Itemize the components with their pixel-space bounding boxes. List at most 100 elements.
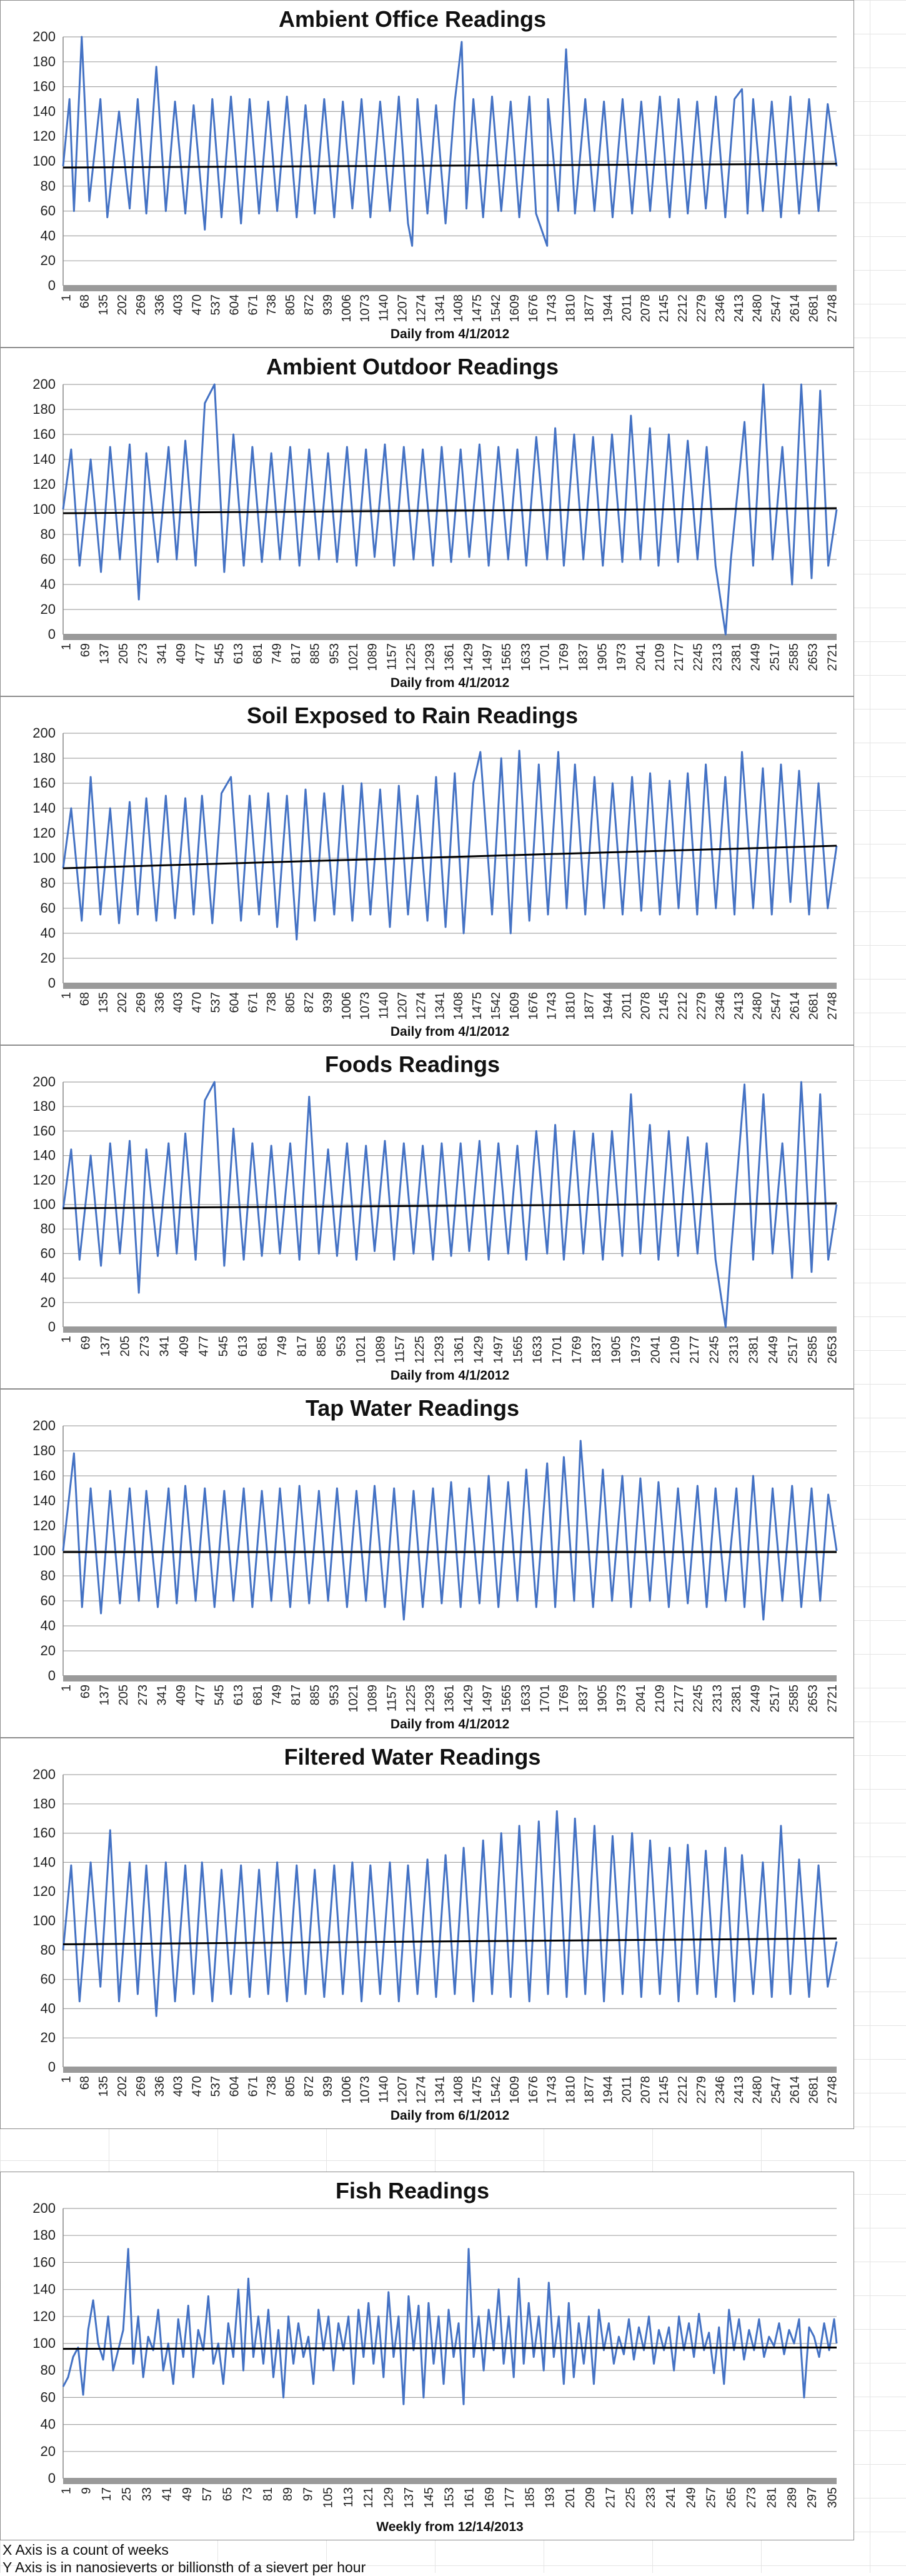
- x-tick-label: 604: [227, 992, 241, 1013]
- x-tick-label: 145: [422, 2487, 436, 2508]
- x-tick-label: 738: [265, 992, 279, 1013]
- x-tick-label: 2212: [676, 2076, 690, 2104]
- x-tick-label: 341: [156, 1685, 169, 1705]
- y-tick-label: 200: [32, 29, 56, 44]
- x-tick-label: 2245: [692, 1685, 705, 1713]
- x-tick-label: 1810: [564, 992, 578, 1020]
- x-tick-label: 205: [117, 1685, 131, 1705]
- x-tick-label: 1006: [340, 992, 354, 1020]
- x-tick-label: 1429: [462, 643, 475, 671]
- x-tick-label: 537: [209, 2076, 223, 2097]
- x-tick-label: 613: [232, 643, 246, 664]
- chart-title: Ambient Outdoor Readings: [266, 354, 559, 379]
- x-tick-label: 2313: [710, 643, 724, 671]
- x-tick-label: 1810: [564, 294, 578, 323]
- x-tick-label: 1633: [519, 1685, 533, 1713]
- x-tick-label: 2614: [788, 294, 802, 323]
- y-tick-label: 20: [41, 601, 56, 617]
- x-tick-label: 613: [232, 1685, 246, 1705]
- y-tick-label: 0: [48, 975, 56, 991]
- x-tick-label: 885: [315, 1336, 329, 1356]
- x-tick-label: 805: [284, 294, 297, 315]
- x-tick-label: 135: [97, 992, 111, 1013]
- x-tick-label: 2381: [730, 1685, 744, 1713]
- x-tick-label: 2313: [727, 1336, 741, 1364]
- x-tick-label: 65: [221, 2487, 234, 2501]
- y-tick-label: 40: [41, 1618, 56, 1633]
- x-tick-label: 2011: [620, 2076, 634, 2103]
- x-tick-label: 25: [120, 2487, 134, 2501]
- x-tick-label: 289: [785, 2487, 799, 2508]
- x-tick-label: 671: [246, 992, 260, 1013]
- x-tick-label: 2653: [825, 1336, 839, 1364]
- x-tick-label: 537: [209, 294, 223, 315]
- x-tick-label: 1408: [452, 2076, 465, 2104]
- x-tick-label: 129: [382, 2487, 396, 2508]
- x-tick-label: 137: [99, 1336, 112, 1356]
- x-tick-label: 137: [402, 2487, 416, 2508]
- x-tick-label: 2346: [714, 992, 727, 1020]
- series-line-readings: [62, 36, 838, 247]
- x-tick-label: 2078: [639, 2076, 652, 2104]
- x-tick-label: 81: [261, 2487, 275, 2501]
- x-tick-label: 1157: [385, 1685, 399, 1711]
- x-tick-label: 872: [302, 2076, 316, 2097]
- x-tick-label: 817: [296, 1336, 309, 1356]
- y-tick-label: 20: [41, 2443, 56, 2459]
- y-tick-label: 200: [32, 1418, 56, 1433]
- x-tick-label: 872: [302, 294, 316, 315]
- chart-title: Fish Readings: [336, 2178, 489, 2203]
- x-tick-label: 2078: [639, 992, 652, 1020]
- x-tick-label: 1140: [377, 992, 391, 1019]
- x-tick-label: 269: [134, 2076, 148, 2097]
- x-tick-label: 2413: [732, 2076, 746, 2104]
- x-tick-label: 1609: [508, 2076, 522, 2104]
- x-tick-label: 1837: [577, 1685, 590, 1713]
- y-tick-label: 0: [48, 278, 56, 293]
- chart-panel-fish: Fish Readings 0 20 40 60 80 100 120 140 160 180 200…: [0, 2172, 854, 2540]
- y-tick-label: 60: [41, 1593, 56, 1608]
- x-tick-label: 202: [116, 2076, 129, 2097]
- x-tick-label: 1542: [489, 294, 503, 323]
- x-tick-label: 2279: [695, 992, 709, 1020]
- x-tick-label: 817: [289, 643, 303, 664]
- x-tick-label: 1: [59, 643, 73, 650]
- x-tick-label: 537: [209, 992, 223, 1013]
- x-tick-label: 201: [564, 2487, 577, 2508]
- y-tick-label: 140: [32, 1148, 56, 1163]
- x-tick-label: 1274: [414, 992, 428, 1020]
- y-tick-label: 160: [32, 1123, 56, 1138]
- x-tick-label: 681: [251, 1685, 265, 1705]
- y-tick-label: 200: [32, 376, 56, 392]
- x-tick-label: 1743: [545, 992, 559, 1020]
- x-tick-label: 1743: [545, 294, 559, 323]
- x-tick-label: 885: [309, 1685, 322, 1705]
- x-tick-label: 1408: [452, 294, 465, 323]
- note-x-axis: X Axis is a count of weeks: [2, 2542, 169, 2558]
- x-tick-label: 2585: [787, 643, 801, 671]
- x-tick-label: 2212: [676, 992, 690, 1020]
- x-tick-label: 2078: [639, 294, 652, 323]
- y-tick-label: 80: [41, 178, 56, 194]
- x-tick-label: 1609: [508, 992, 522, 1020]
- y-tick-label: 160: [32, 775, 56, 791]
- x-tick-label: 1361: [442, 1685, 456, 1713]
- y-tick-label: 140: [32, 1493, 56, 1508]
- x-tick-label: 1073: [359, 2076, 372, 2104]
- series-line-readings: [62, 383, 838, 636]
- y-tick-label: 160: [32, 426, 56, 442]
- x-tick-label: 805: [284, 992, 297, 1013]
- x-tick-label: 1341: [433, 992, 447, 1020]
- x-tick-label: 1877: [583, 992, 597, 1020]
- y-tick-label: 0: [48, 2470, 56, 2486]
- x-tick-label: 33: [140, 2487, 154, 2501]
- x-tick-label: 1021: [347, 643, 361, 671]
- x-tick-label: 2449: [767, 1336, 780, 1364]
- y-tick-label: 120: [32, 128, 56, 144]
- chart-filtered-water: Filtered Water Readings02040608010012014…: [32, 1744, 839, 2123]
- x-tick-label: 470: [191, 294, 204, 315]
- x-tick-label: 545: [217, 1336, 231, 1356]
- chart-fish: Fish Readings 0 20 40 60 80 100 120 140 160 180 200…: [32, 2178, 839, 2534]
- x-tick-label: 953: [327, 1685, 341, 1705]
- x-tick-label: 1089: [366, 1685, 380, 1713]
